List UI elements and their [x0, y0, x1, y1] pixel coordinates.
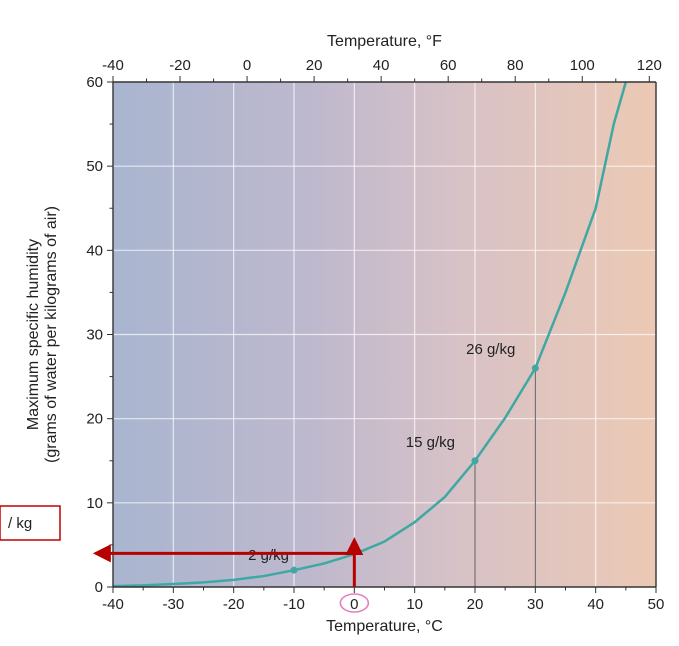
x-tick-label-c: 30 [527, 596, 544, 613]
left-annotation-text: / kg [8, 515, 32, 532]
y-tick-label: 0 [95, 579, 103, 596]
humidity-chart-container: 2 g/kg 15 g/kg 26 g/kg -40 -30 -20 -10 0 10 20 30 4… [0, 0, 679, 646]
x-tick-label-c: 20 [467, 596, 484, 613]
x-tick-label-f: 0 [243, 57, 251, 74]
marker-label: 2 g/kg [248, 547, 289, 564]
curve-marker [532, 365, 539, 372]
curve-marker [291, 567, 298, 574]
x-tick-label-f: 40 [373, 57, 390, 74]
x-axis-title-top: Temperature, °F [327, 33, 442, 50]
x-tick-label-c: 40 [587, 596, 604, 613]
marker-label: 26 g/kg [466, 341, 515, 358]
x-tick-label-c: 50 [648, 596, 665, 613]
y-tick-label: 40 [86, 242, 103, 259]
y-tick-label: 60 [86, 74, 103, 91]
x-axis-title-bottom: Temperature, °C [326, 618, 443, 635]
x-tick-label-f: 100 [570, 57, 595, 74]
y-tick-label: 50 [86, 158, 103, 175]
x-tick-label-c: -40 [102, 596, 124, 613]
x-tick-label-f: -20 [169, 57, 191, 74]
curve-marker [472, 457, 479, 464]
x-tick-label-f: -40 [102, 57, 124, 74]
x-tick-label-f: 60 [440, 57, 457, 74]
x-tick-label-f: 20 [306, 57, 323, 74]
x-tick-label-c: -10 [283, 596, 305, 613]
y-tick-label: 20 [86, 411, 103, 428]
x-tick-label-f: 120 [637, 57, 662, 74]
x-tick-label-c: -30 [162, 596, 184, 613]
y-tick-label: 30 [86, 327, 103, 344]
humidity-chart: 2 g/kg 15 g/kg 26 g/kg -40 -30 -20 -10 0 10 20 30 4… [0, 0, 679, 646]
y-axis-title: Maximum specific humidity(grams of water… [25, 206, 60, 463]
x-tick-label-c: 0 [350, 596, 358, 613]
y-tick-label: 10 [86, 495, 103, 512]
x-tick-label-f: 80 [507, 57, 524, 74]
x-tick-label-c: 10 [406, 596, 423, 613]
x-tick-label-c: -20 [223, 596, 245, 613]
marker-label: 15 g/kg [406, 434, 455, 451]
